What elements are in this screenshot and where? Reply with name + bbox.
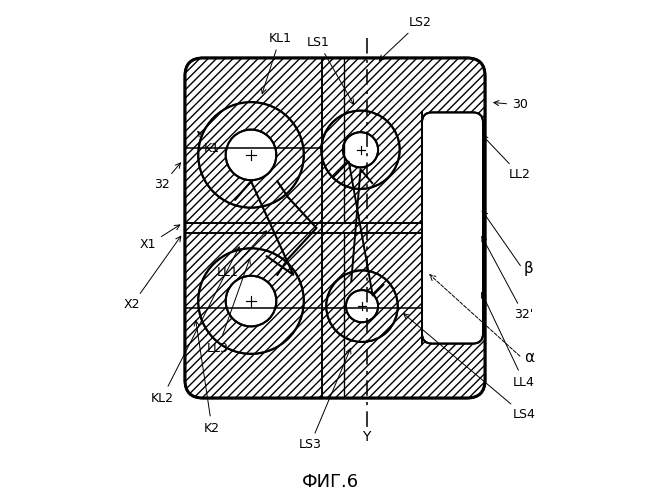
Circle shape <box>326 270 398 342</box>
Circle shape <box>346 290 378 322</box>
Text: Y: Y <box>362 430 371 444</box>
Circle shape <box>226 276 277 326</box>
Circle shape <box>326 270 398 342</box>
Text: 32': 32' <box>482 236 534 322</box>
Text: 32: 32 <box>154 163 181 192</box>
Text: LL2: LL2 <box>482 136 531 182</box>
Circle shape <box>321 110 399 189</box>
Text: KL1: KL1 <box>261 32 292 94</box>
Text: X1: X1 <box>140 225 180 252</box>
Text: α: α <box>524 350 534 366</box>
Text: KL2: KL2 <box>150 247 239 404</box>
Circle shape <box>343 132 378 168</box>
Text: K2: K2 <box>194 320 220 434</box>
Text: LS4: LS4 <box>404 314 535 422</box>
Text: β: β <box>524 260 534 276</box>
Text: 30: 30 <box>494 98 528 112</box>
Text: LL3: LL3 <box>207 259 250 354</box>
Text: ФИГ.6: ФИГ.6 <box>302 473 358 491</box>
Text: LL1: LL1 <box>217 231 267 280</box>
Text: LS3: LS3 <box>298 348 351 452</box>
Text: K1: K1 <box>198 132 220 154</box>
Text: LL4: LL4 <box>482 292 535 388</box>
Text: X2: X2 <box>124 236 181 312</box>
Circle shape <box>321 110 399 189</box>
Circle shape <box>198 248 304 354</box>
FancyBboxPatch shape <box>185 58 485 398</box>
Circle shape <box>226 130 277 180</box>
Circle shape <box>198 248 304 354</box>
Text: LS1: LS1 <box>306 36 354 104</box>
Text: LS2: LS2 <box>379 16 432 60</box>
Circle shape <box>198 102 304 208</box>
FancyBboxPatch shape <box>185 58 485 398</box>
Circle shape <box>198 102 304 208</box>
FancyBboxPatch shape <box>422 112 483 344</box>
